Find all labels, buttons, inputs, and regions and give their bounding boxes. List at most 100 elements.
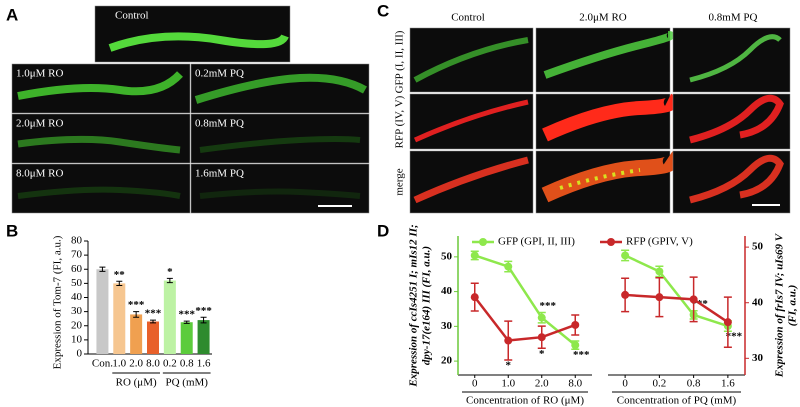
significance: *** bbox=[726, 331, 743, 343]
marker bbox=[571, 341, 580, 350]
panel-letter: C bbox=[377, 1, 389, 20]
significance: *** bbox=[195, 305, 212, 317]
column-header: 2.0μM RO bbox=[579, 12, 627, 24]
series-line bbox=[624, 254, 729, 328]
y-tick-label: 20 bbox=[71, 319, 83, 331]
series-line bbox=[625, 293, 729, 324]
y-axis-label: dpy-17(e164) III (FI, a.u.) bbox=[421, 246, 433, 365]
x-tick-label: 1.6 bbox=[197, 358, 211, 370]
x-tick-label: 2.0 bbox=[129, 358, 143, 370]
y-axis-label: Expression of ccIs4251 I; mIs12 II; bbox=[408, 224, 420, 387]
y-tick-label: 10 bbox=[71, 333, 83, 345]
panel-letter: A bbox=[6, 5, 18, 24]
x-axis-label: Concentration of RO (μM) bbox=[466, 395, 584, 407]
bar bbox=[180, 322, 193, 354]
significance: *** bbox=[573, 349, 590, 361]
x-tick-label: 0.2 bbox=[653, 378, 667, 390]
group-label: PQ (mM) bbox=[165, 377, 208, 389]
y-tick-label: 0 bbox=[77, 348, 83, 360]
significance: ** bbox=[114, 269, 126, 281]
marker bbox=[470, 293, 479, 302]
y-axis-label: Expression of Tom-7 (FI, a.u.) bbox=[52, 235, 64, 369]
bar bbox=[113, 283, 126, 354]
marker bbox=[655, 267, 664, 276]
bar bbox=[163, 280, 176, 354]
error-bar bbox=[166, 277, 173, 284]
y-tick-label: 70 bbox=[71, 249, 83, 261]
image-label: 1.0μM RO bbox=[16, 68, 64, 80]
marker bbox=[504, 336, 513, 345]
panel-letter: B bbox=[6, 221, 18, 240]
panel-letter: D bbox=[377, 221, 389, 240]
legend-marker bbox=[479, 238, 487, 246]
y-tick-label: 80 bbox=[71, 235, 83, 247]
error-bar bbox=[200, 316, 207, 324]
bar bbox=[96, 269, 109, 354]
significance: *** bbox=[540, 300, 557, 312]
marker bbox=[655, 293, 664, 302]
error-bar bbox=[116, 280, 123, 286]
legend-marker bbox=[607, 238, 615, 246]
panel-c-images bbox=[409, 27, 791, 214]
x-tick-label: 8.0 bbox=[146, 358, 160, 370]
y-tick-label: 30 bbox=[441, 320, 453, 332]
column-header: Control bbox=[451, 12, 485, 24]
x-tick-label: 0 bbox=[472, 378, 478, 390]
image-label: 0.8mM PQ bbox=[195, 118, 244, 130]
y-tick-label: 50 bbox=[71, 277, 83, 289]
marker bbox=[723, 318, 732, 327]
y2-axis-label: Expression of frIs7 IV; uIs69 V bbox=[774, 232, 786, 378]
y2-tick-label: 40 bbox=[752, 296, 764, 308]
marker bbox=[470, 251, 479, 260]
y-tick-label: 60 bbox=[71, 263, 83, 275]
image-label: 8.0μM RO bbox=[16, 168, 64, 180]
marker bbox=[689, 295, 698, 304]
significance: *** bbox=[128, 299, 145, 311]
error-bar bbox=[150, 319, 156, 324]
series-line bbox=[473, 296, 576, 342]
y2-tick-label: 50 bbox=[752, 241, 764, 253]
marker bbox=[504, 262, 513, 271]
bar bbox=[197, 320, 210, 354]
bar bbox=[130, 314, 143, 354]
panel-a-images bbox=[11, 5, 370, 214]
y-tick-label: 40 bbox=[71, 291, 83, 303]
y2-tick-label: 30 bbox=[752, 352, 764, 364]
image-label: 1.6mM PQ bbox=[195, 168, 244, 180]
row-header: GFP (I, II, III) bbox=[394, 30, 406, 93]
marker bbox=[571, 320, 580, 329]
column-header: 0.8mM PQ bbox=[709, 12, 758, 24]
significance: * bbox=[539, 348, 545, 360]
image-label: 2.0μM RO bbox=[16, 118, 64, 130]
row-header: merge bbox=[394, 168, 406, 195]
significance: *** bbox=[178, 309, 195, 321]
marker bbox=[621, 251, 630, 260]
significance: * bbox=[506, 360, 512, 372]
y-tick-label: 50 bbox=[441, 250, 453, 262]
x-tick-label: 1.0 bbox=[501, 378, 515, 390]
y-tick-label: 40 bbox=[441, 285, 453, 297]
x-tick-label: 1.6 bbox=[721, 378, 735, 390]
bar bbox=[147, 321, 159, 354]
marker bbox=[537, 333, 546, 342]
y-tick-label: 30 bbox=[71, 305, 83, 317]
group-label: RO (μM) bbox=[116, 377, 157, 389]
x-tick-label: 1.0 bbox=[112, 358, 126, 370]
legend-label: RFP (GPIV, V) bbox=[626, 236, 693, 248]
x-tick-label: 2.0 bbox=[535, 378, 549, 390]
x-tick-label: 0.2 bbox=[163, 358, 177, 370]
y-tick-label: 20 bbox=[441, 355, 453, 367]
marker bbox=[621, 290, 630, 299]
error-bar bbox=[183, 320, 190, 324]
significance: * bbox=[167, 266, 173, 278]
marker bbox=[537, 313, 546, 322]
x-tick-label: 0.8 bbox=[180, 358, 194, 370]
legend-label: GFP (GPI, II, III) bbox=[498, 236, 575, 248]
image-label: Control bbox=[115, 10, 149, 22]
significance: *** bbox=[145, 308, 162, 320]
x-tick-label: Con. bbox=[92, 358, 113, 370]
x-axis-label: Concentration of PQ (mM) bbox=[617, 395, 737, 407]
x-tick-label: 0 bbox=[622, 378, 628, 390]
row-header: RFP (IV, V) bbox=[394, 95, 406, 148]
